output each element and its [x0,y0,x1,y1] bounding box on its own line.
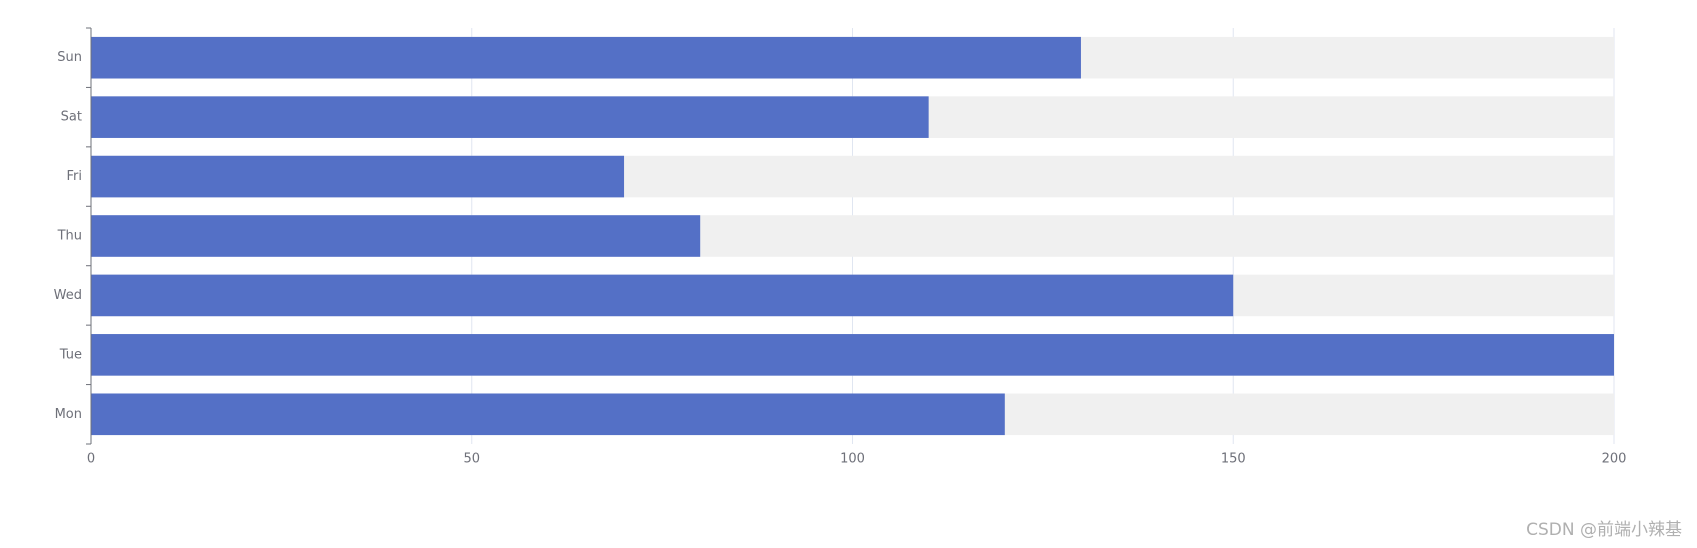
x-tick-label: 50 [463,452,480,467]
bar [91,215,701,257]
x-tick-label: 0 [87,452,95,467]
bar [91,155,625,198]
x-tick-label: 200 [1602,452,1627,467]
y-tick-label: Tue [59,347,82,362]
watermark: CSDN @前端小辣基 [1526,520,1682,540]
bar [91,96,929,138]
x-tick-label: 150 [1221,452,1246,467]
y-tick-label: Mon [55,407,82,422]
bar [91,393,1005,436]
bar [91,36,1081,79]
y-tick-label: Wed [54,288,82,303]
bar [91,274,1234,317]
bar [91,334,1614,376]
y-tick-label: Fri [67,169,83,184]
y-tick-label: Sun [57,50,82,65]
y-tick-label: Sat [61,110,82,125]
y-tick-label: Thu [57,229,82,244]
x-tick-label: 100 [840,452,865,467]
